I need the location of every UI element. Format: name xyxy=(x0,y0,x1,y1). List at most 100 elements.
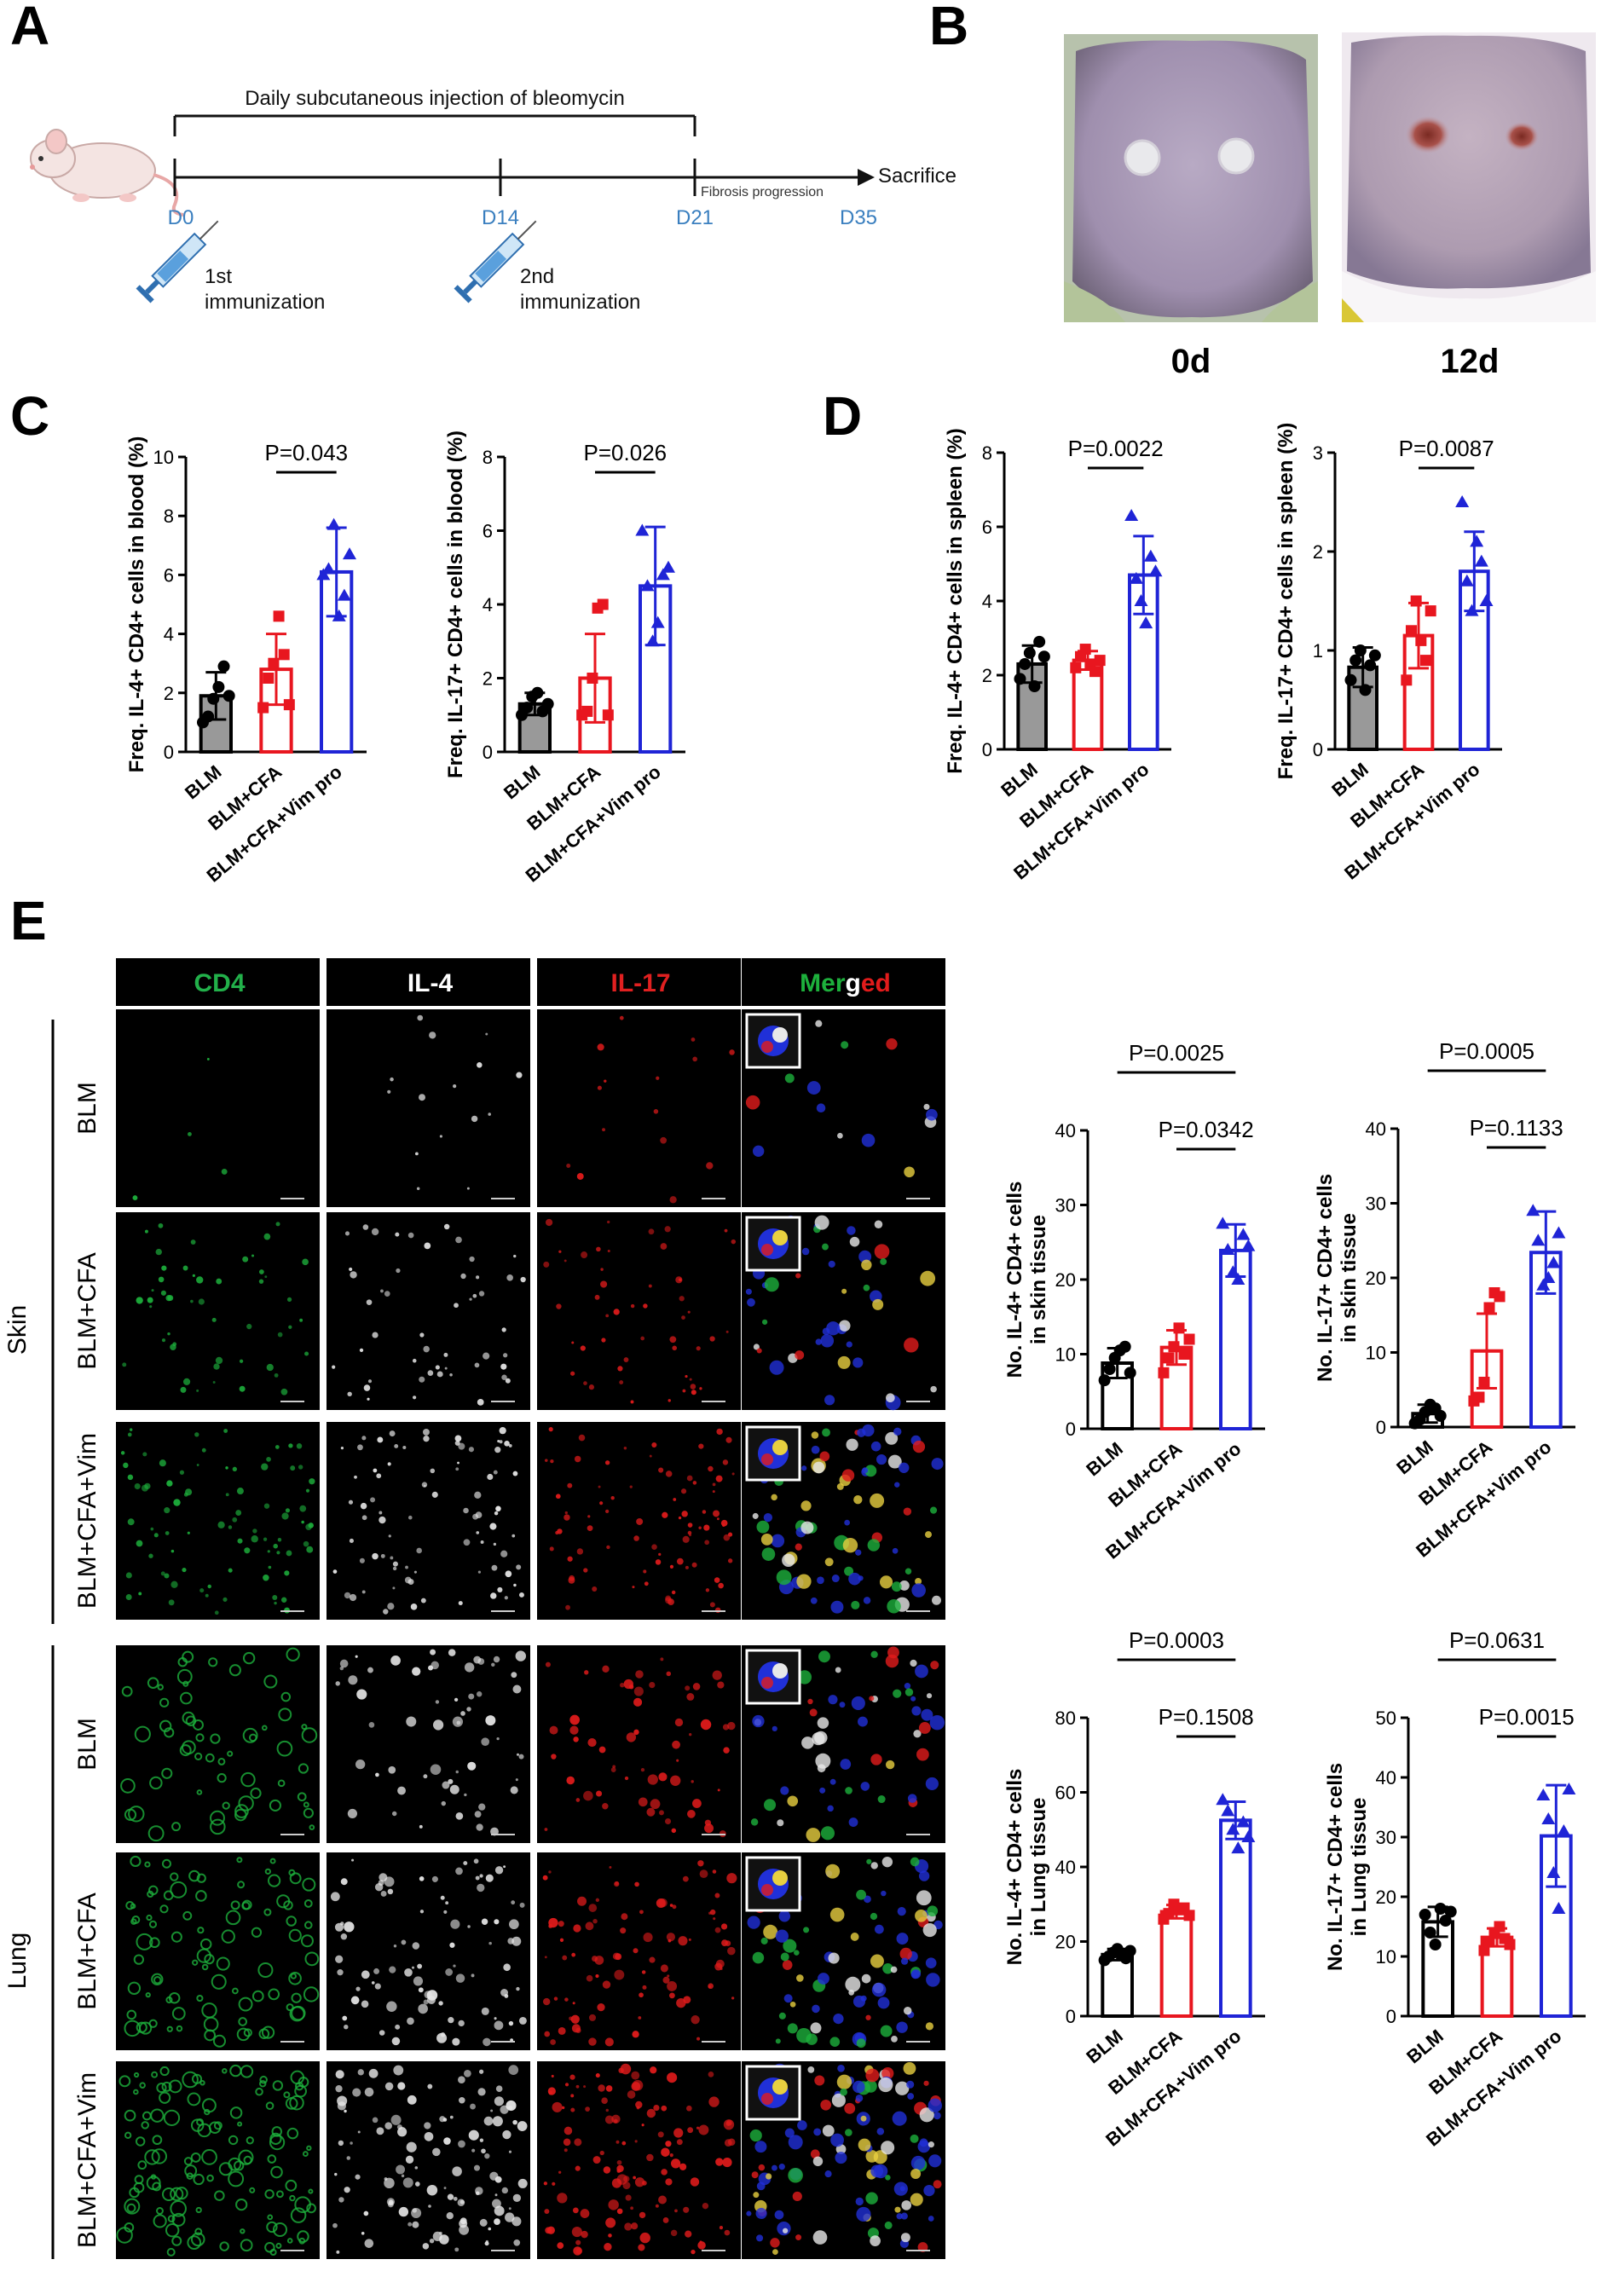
y-tick-label: 30 xyxy=(1366,1193,1386,1215)
data-point xyxy=(1364,659,1377,672)
data-point xyxy=(1419,1909,1431,1921)
y-tick-label: 4 xyxy=(483,594,493,615)
data-point xyxy=(1478,1945,1490,1956)
data-point xyxy=(1118,1340,1131,1353)
micrograph-tile xyxy=(742,1645,945,1843)
data-point xyxy=(1444,1905,1457,1918)
data-point xyxy=(1541,1812,1556,1824)
y-tick-label: 4 xyxy=(164,624,174,645)
data-point xyxy=(1183,1333,1195,1345)
data-point xyxy=(1231,1841,1245,1854)
y-tick-label: 8 xyxy=(164,506,174,527)
data-point xyxy=(640,579,655,592)
channel-header-bg xyxy=(116,958,320,1006)
data-point xyxy=(1139,616,1153,629)
category-label: BLM xyxy=(1082,2025,1127,2068)
data-point xyxy=(1546,1256,1561,1268)
data-point xyxy=(1216,1216,1230,1229)
bar-chart-d1: 0 2 4 6 8 Freq. IL-4+ CD4+ cells in spleen (%… xyxy=(944,428,1171,884)
y-tick-label: 2 xyxy=(982,665,992,686)
data-point xyxy=(1354,644,1367,656)
channel-header-il-4: IL-4 xyxy=(407,969,454,997)
p-value-label: P=0.0087 xyxy=(1399,436,1494,461)
micrograph-tile xyxy=(537,1009,741,1207)
data-point xyxy=(1221,1243,1235,1255)
y-tick-label: 8 xyxy=(483,447,493,468)
panel-a: A Daily subcutaneous injection of bleomy… xyxy=(10,0,956,314)
bar-blm-cfa xyxy=(1159,1910,1193,2018)
data-point xyxy=(1479,594,1494,606)
data-point xyxy=(273,610,285,622)
bar-chart-e3: 0 20 40 60 80 No. IL-4+ CD4+ cellsin Lung tis… xyxy=(1003,1627,1265,2151)
data-point xyxy=(1241,1239,1256,1251)
row-label: BLM+CFA+Vim xyxy=(73,1433,101,1609)
day-label: D21 xyxy=(676,206,714,229)
micrograph-tile xyxy=(327,1422,530,1620)
y-tick-label: 10 xyxy=(1055,1344,1076,1366)
data-point xyxy=(1420,655,1432,667)
data-point xyxy=(212,680,225,693)
photo-label-0d: 0d xyxy=(1171,343,1211,380)
data-point xyxy=(1434,1409,1447,1422)
bracket-label: Daily subcutaneous injection of bleomyci… xyxy=(245,87,625,110)
y-tick-label: 60 xyxy=(1055,1783,1076,1804)
data-point xyxy=(343,547,357,560)
y-tick-label: 6 xyxy=(982,517,992,538)
micrograph-tile xyxy=(327,1645,530,1843)
category-label: BLM xyxy=(181,761,226,804)
data-point xyxy=(1236,1815,1251,1828)
data-point xyxy=(202,710,215,723)
data-point xyxy=(1478,1377,1490,1388)
y-tick-label: 30 xyxy=(1376,1827,1396,1848)
data-point xyxy=(1494,1291,1506,1303)
y-axis-label: No. IL-4+ CD4+ cellsin Lung tissue xyxy=(1003,1769,1050,1966)
micrograph-tile xyxy=(327,2061,530,2259)
data-point xyxy=(1349,654,1362,667)
panel-letter-e: E xyxy=(10,890,47,951)
data-point xyxy=(283,699,295,711)
data-point xyxy=(1483,1936,1495,1947)
p-value-label: P=0.0003 xyxy=(1129,1627,1224,1653)
y-axis-label: No. IL-17+ CD4+ cellsin skin tissue xyxy=(1314,1174,1361,1382)
data-point xyxy=(587,673,598,684)
data-point xyxy=(1405,625,1417,637)
y-tick-label: 0 xyxy=(483,742,493,763)
data-point xyxy=(1124,508,1139,521)
y-tick-label: 6 xyxy=(483,521,493,542)
data-point xyxy=(207,692,220,705)
data-point xyxy=(1557,1824,1571,1836)
y-tick-label: 10 xyxy=(153,447,174,468)
data-point xyxy=(656,568,670,581)
p-value-label: P=0.043 xyxy=(265,440,349,465)
data-point xyxy=(1226,1265,1240,1278)
data-point xyxy=(1226,1823,1240,1835)
y-tick-label: 0 xyxy=(1376,1417,1386,1438)
data-point xyxy=(1163,1908,1175,1920)
day-label: D0 xyxy=(168,206,194,229)
category-label: BLM xyxy=(1392,1436,1437,1479)
data-point xyxy=(602,709,614,721)
data-point xyxy=(327,517,341,530)
y-tick-label: 40 xyxy=(1376,1767,1396,1788)
first-immunization-line1: 1st xyxy=(205,265,232,288)
photo-day0 xyxy=(1064,34,1318,322)
data-point xyxy=(223,690,235,702)
y-axis-label: No. IL-4+ CD4+ cellsin skin tissue xyxy=(1003,1182,1050,1378)
data-point xyxy=(521,702,534,714)
row-label: BLM xyxy=(73,1718,101,1771)
p-value-label: P=0.1508 xyxy=(1159,1704,1254,1730)
row-label: BLM+CFA+Vim xyxy=(73,2072,101,2248)
data-point xyxy=(597,598,609,610)
y-tick-label: 3 xyxy=(1313,442,1323,464)
y-tick-label: 20 xyxy=(1376,1887,1396,1908)
micrograph-tile xyxy=(116,1645,320,1843)
p-value-label: P=0.0015 xyxy=(1479,1704,1575,1730)
p-value-label: P=0.0005 xyxy=(1439,1038,1534,1064)
y-tick-label: 0 xyxy=(1066,2006,1076,2027)
y-tick-label: 0 xyxy=(1313,739,1323,760)
data-point xyxy=(1089,666,1101,678)
y-tick-label: 30 xyxy=(1055,1195,1076,1216)
data-point xyxy=(268,657,280,669)
p-value-label: P=0.0022 xyxy=(1068,436,1164,461)
